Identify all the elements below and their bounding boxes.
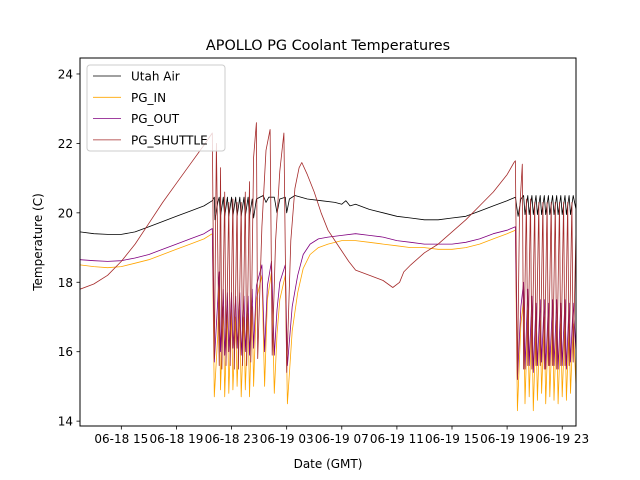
x-tick-label: 06-19 11 — [370, 432, 424, 446]
x-tick-label: 06-19 19 — [480, 432, 534, 446]
chart-title: APOLLO PG Coolant Temperatures — [206, 38, 450, 54]
y-tick-label: 14 — [58, 415, 73, 429]
y-axis-label: Temperature (C) — [31, 193, 45, 292]
x-tick-label: 06-19 23 — [535, 432, 589, 446]
y-tick-label: 16 — [58, 345, 73, 359]
legend-label: Utah Air — [131, 70, 180, 84]
x-tick-label: 06-19 03 — [260, 432, 314, 446]
y-tick-label: 24 — [58, 67, 73, 81]
y-tick-label: 18 — [58, 276, 73, 290]
legend-box — [86, 64, 226, 152]
series-line-pg-shuttle — [80, 122, 576, 380]
legend-label: PG_SHUTTLE — [131, 133, 208, 147]
x-axis-label: Date (GMT) — [294, 457, 363, 471]
x-tick-label: 06-19 15 — [425, 432, 479, 446]
x-axis: 06-18 15 06-18 19 06-18 23 06-19 03 06-19 07… — [94, 426, 589, 446]
y-tick-label: 20 — [58, 206, 73, 220]
legend-label: PG_OUT — [131, 112, 180, 126]
legend: Utah Air PG_IN PG_OUT PG_SHUTTLE — [86, 64, 226, 152]
series-layer — [80, 122, 576, 412]
legend-label: PG_IN — [131, 91, 166, 105]
x-tick-label: 06-19 07 — [315, 432, 369, 446]
axes-frame — [79, 57, 577, 427]
x-tick-label: 06-18 23 — [205, 432, 259, 446]
y-tick-label: 22 — [58, 137, 73, 151]
x-tick-label: 06-18 19 — [149, 432, 203, 446]
x-tick-label: 06-18 15 — [94, 432, 148, 446]
y-axis: 14 16 18 20 22 24 — [58, 67, 80, 429]
